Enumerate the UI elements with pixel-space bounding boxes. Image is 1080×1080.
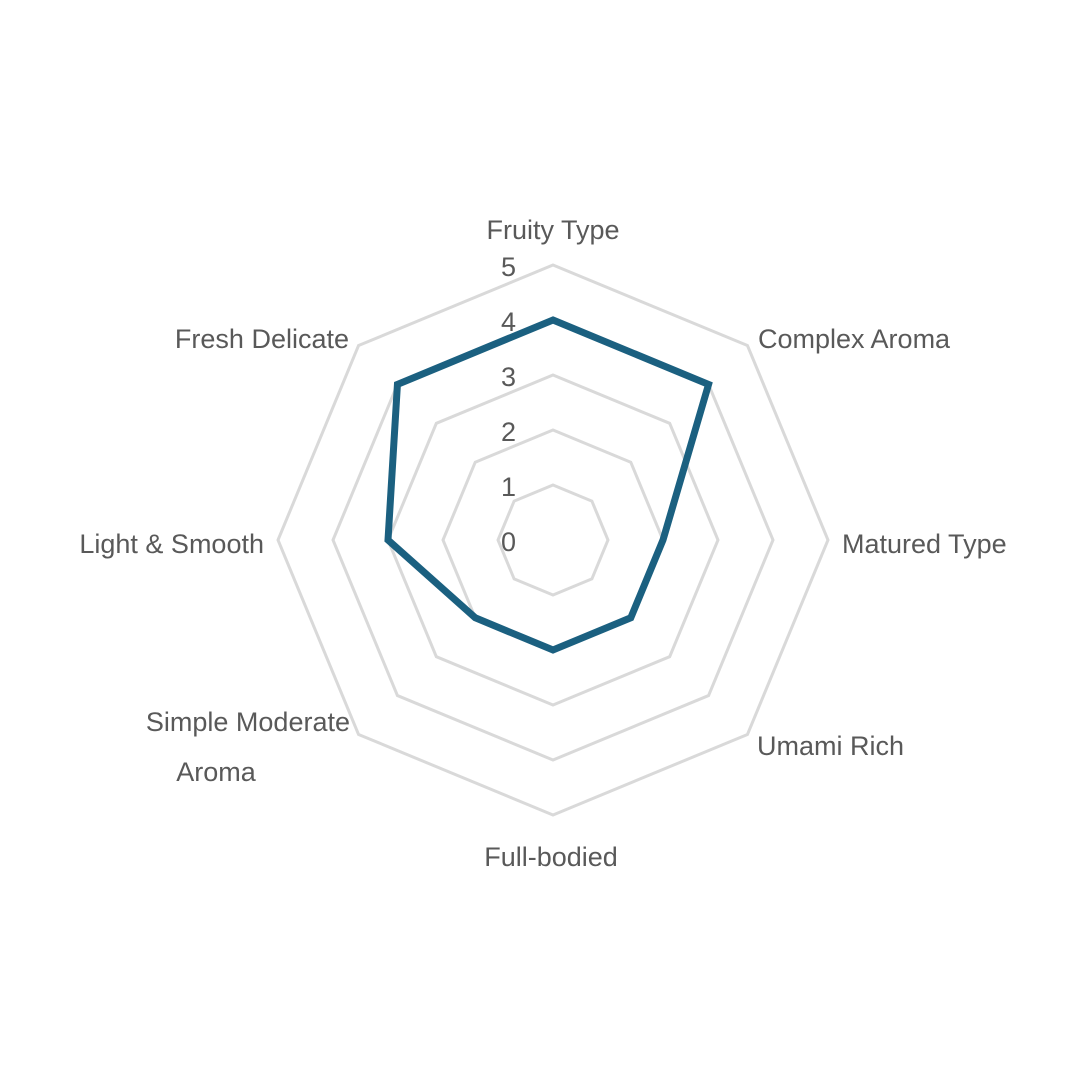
category-label: Fruity Type — [486, 215, 619, 245]
grid-ring-4 — [331, 318, 775, 762]
category-label: Umami Rich — [757, 731, 904, 761]
category-label: Simple Moderate Aroma — [146, 707, 350, 787]
category-label: Matured Type — [842, 529, 1007, 559]
grid-ring-1 — [496, 483, 610, 597]
grid-ring-5 — [276, 263, 830, 817]
tick-label: 2 — [501, 417, 516, 447]
category-label: Full-bodied — [484, 842, 618, 872]
tick-label: 1 — [501, 472, 516, 502]
series-line — [384, 316, 713, 654]
grid-ring-3 — [386, 373, 720, 707]
category-label: Fresh Delicate — [175, 324, 349, 354]
tick-label: 4 — [501, 307, 516, 337]
tick-label: 5 — [501, 252, 516, 282]
tick-label: 0 — [501, 527, 516, 557]
category-label: Light & Smooth — [79, 529, 264, 559]
tick-label: 3 — [501, 362, 516, 392]
category-label: Complex Aroma — [758, 324, 951, 354]
